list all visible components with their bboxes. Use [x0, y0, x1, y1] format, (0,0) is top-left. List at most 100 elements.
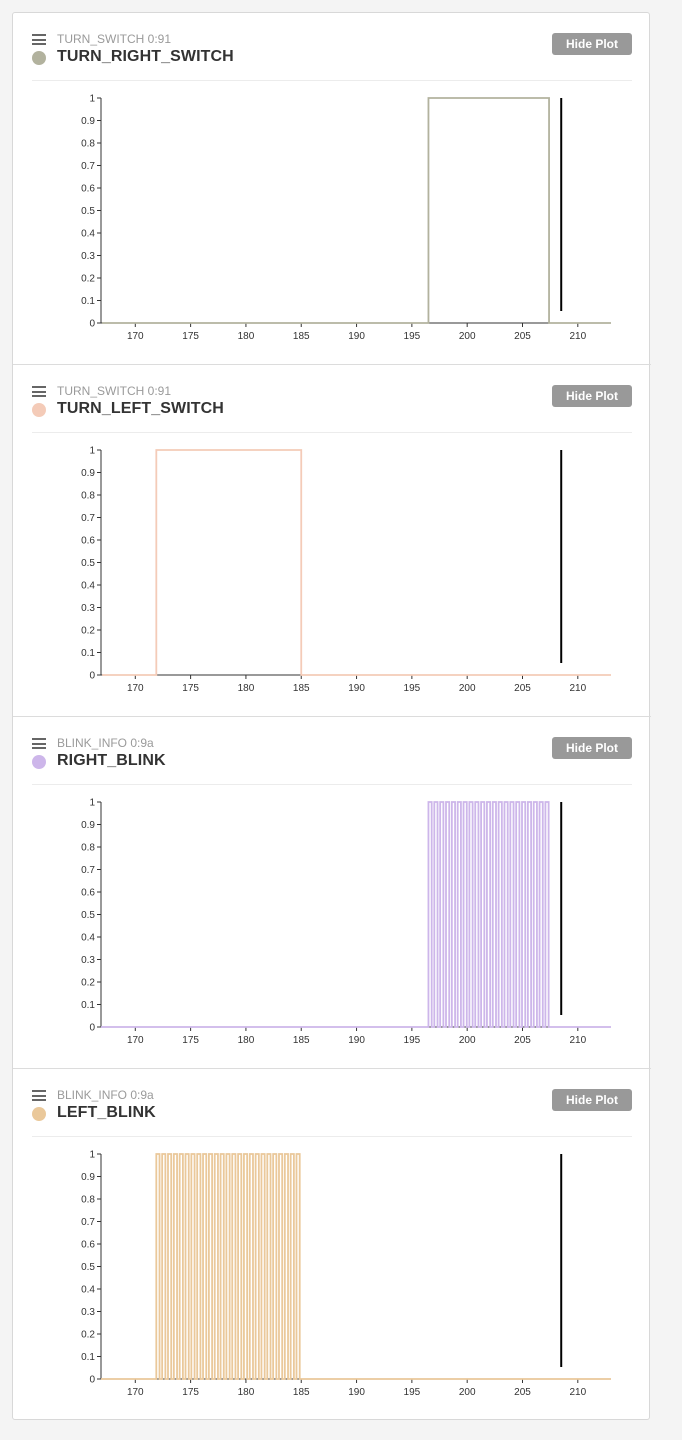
hide-plot-button[interactable]: Hide Plot — [552, 1089, 632, 1111]
y-tick-label: 0.6 — [81, 536, 95, 547]
header-divider — [32, 80, 632, 81]
x-tick-label: 210 — [569, 1035, 586, 1046]
plot-card-turn-left-switch: TURN_SWITCH 0:91 TURN_LEFT_SWITCH Hide P… — [13, 365, 651, 717]
y-tick-label: 0.7 — [81, 865, 95, 876]
y-tick-label: 0.3 — [81, 251, 95, 262]
hamburger-icon[interactable] — [32, 1090, 46, 1101]
y-tick-label: 0.9 — [81, 468, 95, 479]
header-divider — [32, 1136, 632, 1137]
x-tick-label: 185 — [293, 1035, 310, 1046]
x-tick-label: 210 — [569, 331, 586, 342]
signal-color-dot — [32, 1107, 46, 1121]
signal-chart[interactable]: 0 0.1 0.2 0.3 0.4 0.5 0.6 0.7 0.8 0.9 1 170 175 180 18… — [13, 83, 651, 359]
hamburger-icon[interactable] — [32, 34, 46, 45]
plot-card-turn-right-switch: TURN_SWITCH 0:91 TURN_RIGHT_SWITCH Hide … — [13, 13, 651, 365]
y-tick-label: 1 — [89, 1150, 95, 1161]
y-tick-label: 0.2 — [81, 978, 95, 989]
y-tick-label: 0.8 — [81, 843, 95, 854]
x-tick-label: 190 — [348, 1387, 365, 1398]
x-tick-label: 210 — [569, 1387, 586, 1398]
y-tick-label: 0.7 — [81, 161, 95, 172]
y-tick-label: 0.9 — [81, 1172, 95, 1183]
x-tick-label: 195 — [404, 1035, 421, 1046]
signal-chart[interactable]: 0 0.1 0.2 0.3 0.4 0.5 0.6 0.7 0.8 0.9 1 170 175 180 18… — [13, 787, 651, 1063]
y-tick-label: 0.9 — [81, 116, 95, 127]
hide-plot-button[interactable]: Hide Plot — [552, 33, 632, 55]
y-tick-label: 0.2 — [81, 626, 95, 637]
x-tick-label: 170 — [127, 683, 144, 694]
hamburger-icon[interactable] — [32, 386, 46, 397]
plot-card-right-blink: BLINK_INFO 0:9a RIGHT_BLINK Hide Plot 0 0… — [13, 717, 651, 1069]
y-tick-label: 0.4 — [81, 581, 95, 592]
message-label: TURN_SWITCH 0:91 — [57, 384, 172, 398]
message-label: BLINK_INFO 0:9a — [57, 1088, 154, 1102]
y-tick-label: 0 — [89, 1023, 95, 1034]
x-tick-label: 195 — [404, 683, 421, 694]
x-tick-label: 180 — [238, 683, 255, 694]
x-tick-label: 195 — [404, 331, 421, 342]
y-tick-label: 1 — [89, 446, 95, 457]
y-tick-label: 0.8 — [81, 491, 95, 502]
x-tick-label: 210 — [569, 683, 586, 694]
signal-series-line — [102, 97, 611, 324]
hamburger-icon[interactable] — [32, 738, 46, 749]
x-tick-label: 180 — [238, 1387, 255, 1398]
x-tick-label: 170 — [127, 1387, 144, 1398]
message-label: TURN_SWITCH 0:91 — [57, 32, 172, 46]
x-tick-label: 190 — [348, 1035, 365, 1046]
y-tick-label: 0.9 — [81, 820, 95, 831]
y-tick-label: 0.5 — [81, 558, 95, 569]
signal-series-line — [101, 1153, 611, 1380]
y-tick-label: 0.4 — [81, 1285, 95, 1296]
x-tick-label: 185 — [293, 331, 310, 342]
plot-card-left-blink: BLINK_INFO 0:9a LEFT_BLINK Hide Plot 0 0.… — [13, 1069, 651, 1421]
header-divider — [32, 784, 632, 785]
signal-color-dot — [32, 403, 46, 417]
hide-plot-button[interactable]: Hide Plot — [552, 737, 632, 759]
y-tick-label: 0.1 — [81, 1352, 95, 1363]
signal-chart[interactable]: 0 0.1 0.2 0.3 0.4 0.5 0.6 0.7 0.8 0.9 1 170 175 180 18… — [13, 1139, 651, 1415]
x-tick-label: 200 — [459, 331, 476, 342]
signal-color-dot — [32, 755, 46, 769]
y-tick-label: 0.8 — [81, 139, 95, 150]
y-tick-label: 0.1 — [81, 648, 95, 659]
y-tick-label: 0 — [89, 319, 95, 330]
y-tick-label: 0.5 — [81, 206, 95, 217]
y-tick-label: 0.6 — [81, 184, 95, 195]
x-tick-label: 200 — [459, 683, 476, 694]
y-tick-label: 0.8 — [81, 1195, 95, 1206]
y-tick-label: 0.5 — [81, 910, 95, 921]
y-tick-label: 0.4 — [81, 933, 95, 944]
signal-series-line — [102, 449, 611, 676]
y-tick-label: 0.2 — [81, 274, 95, 285]
x-tick-label: 200 — [459, 1035, 476, 1046]
x-tick-label: 205 — [514, 331, 531, 342]
y-tick-label: 1 — [89, 94, 95, 105]
x-tick-label: 175 — [182, 683, 199, 694]
y-tick-label: 0.3 — [81, 1307, 95, 1318]
message-label: BLINK_INFO 0:9a — [57, 736, 154, 750]
y-tick-label: 0.1 — [81, 1000, 95, 1011]
y-tick-label: 0.3 — [81, 603, 95, 614]
x-tick-label: 200 — [459, 1387, 476, 1398]
x-tick-label: 195 — [404, 1387, 421, 1398]
y-tick-label: 0 — [89, 671, 95, 682]
x-tick-label: 175 — [182, 1035, 199, 1046]
y-tick-label: 0.5 — [81, 1262, 95, 1273]
signal-name: TURN_RIGHT_SWITCH — [57, 48, 234, 65]
x-tick-label: 185 — [293, 1387, 310, 1398]
signal-name: TURN_LEFT_SWITCH — [57, 400, 224, 417]
hide-plot-button[interactable]: Hide Plot — [552, 385, 632, 407]
y-tick-label: 0.1 — [81, 296, 95, 307]
x-tick-label: 170 — [127, 1035, 144, 1046]
signal-name: LEFT_BLINK — [57, 1104, 156, 1121]
y-tick-label: 0.2 — [81, 1330, 95, 1341]
plots-panel: TURN_SWITCH 0:91 TURN_RIGHT_SWITCH Hide … — [12, 12, 651, 1421]
x-tick-label: 190 — [348, 331, 365, 342]
signal-chart[interactable]: 0 0.1 0.2 0.3 0.4 0.5 0.6 0.7 0.8 0.9 1 170 175 180 18… — [13, 435, 651, 711]
x-tick-label: 205 — [514, 1387, 531, 1398]
x-tick-label: 205 — [514, 1035, 531, 1046]
signal-name: RIGHT_BLINK — [57, 752, 166, 769]
x-tick-label: 180 — [238, 331, 255, 342]
x-tick-label: 170 — [127, 331, 144, 342]
